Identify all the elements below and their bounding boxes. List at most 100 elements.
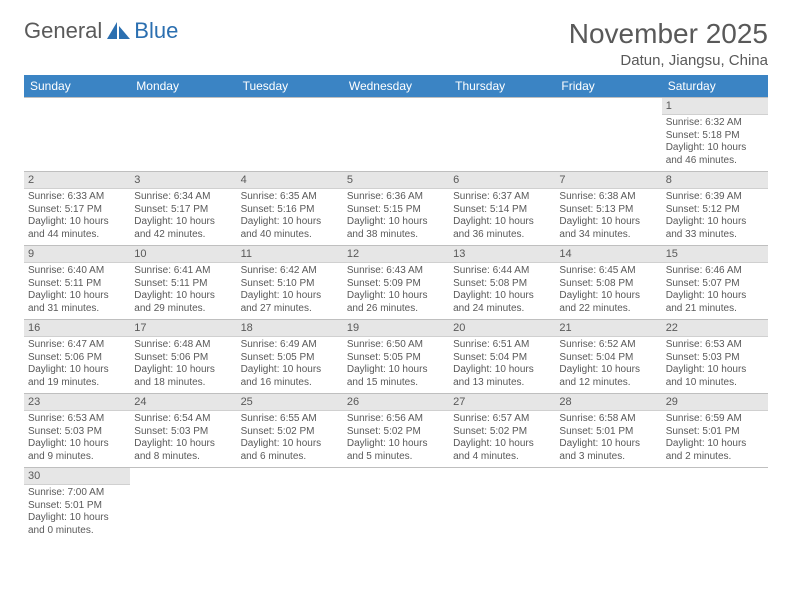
weekday-header: Sunday — [24, 75, 130, 98]
sunrise-text: Sunrise: 6:44 AM — [453, 265, 551, 278]
sunrise-text: Sunrise: 6:43 AM — [347, 265, 445, 278]
sunset-text: Sunset: 5:14 PM — [453, 204, 551, 217]
day-details: Sunrise: 6:51 AMSunset: 5:04 PMDaylight:… — [449, 337, 555, 393]
day-number: 30 — [24, 468, 130, 485]
calendar-empty-cell — [555, 98, 661, 172]
calendar-day-cell: 22Sunrise: 6:53 AMSunset: 5:03 PMDayligh… — [662, 320, 768, 394]
calendar-week-row: 9Sunrise: 6:40 AMSunset: 5:11 PMDaylight… — [24, 246, 768, 320]
day-details: Sunrise: 6:59 AMSunset: 5:01 PMDaylight:… — [662, 411, 768, 467]
day-number: 22 — [662, 320, 768, 337]
calendar-empty-cell — [662, 468, 768, 542]
sunset-text: Sunset: 5:17 PM — [28, 204, 126, 217]
sunrise-text: Sunrise: 6:35 AM — [241, 191, 339, 204]
daylight-text: Daylight: 10 hours and 46 minutes. — [666, 142, 764, 167]
day-details: Sunrise: 6:56 AMSunset: 5:02 PMDaylight:… — [343, 411, 449, 467]
day-details: Sunrise: 6:50 AMSunset: 5:05 PMDaylight:… — [343, 337, 449, 393]
sunset-text: Sunset: 5:02 PM — [241, 426, 339, 439]
daylight-text: Daylight: 10 hours and 18 minutes. — [134, 364, 232, 389]
sunrise-text: Sunrise: 6:42 AM — [241, 265, 339, 278]
sunset-text: Sunset: 5:08 PM — [559, 278, 657, 291]
day-number: 5 — [343, 172, 449, 189]
calendar-table: SundayMondayTuesdayWednesdayThursdayFrid… — [24, 75, 768, 541]
calendar-day-cell: 15Sunrise: 6:46 AMSunset: 5:07 PMDayligh… — [662, 246, 768, 320]
daylight-text: Daylight: 10 hours and 33 minutes. — [666, 216, 764, 241]
sunset-text: Sunset: 5:18 PM — [666, 130, 764, 143]
sunset-text: Sunset: 5:09 PM — [347, 278, 445, 291]
calendar-day-cell: 9Sunrise: 6:40 AMSunset: 5:11 PMDaylight… — [24, 246, 130, 320]
sunrise-text: Sunrise: 6:59 AM — [666, 413, 764, 426]
day-details: Sunrise: 6:45 AMSunset: 5:08 PMDaylight:… — [555, 263, 661, 319]
calendar-empty-cell — [24, 98, 130, 172]
daylight-text: Daylight: 10 hours and 24 minutes. — [453, 290, 551, 315]
sunset-text: Sunset: 5:03 PM — [28, 426, 126, 439]
sunset-text: Sunset: 5:04 PM — [453, 352, 551, 365]
calendar-day-cell: 10Sunrise: 6:41 AMSunset: 5:11 PMDayligh… — [130, 246, 236, 320]
sunset-text: Sunset: 5:03 PM — [666, 352, 764, 365]
day-number: 14 — [555, 246, 661, 263]
sunset-text: Sunset: 5:15 PM — [347, 204, 445, 217]
sunrise-text: Sunrise: 6:57 AM — [453, 413, 551, 426]
calendar-day-cell: 17Sunrise: 6:48 AMSunset: 5:06 PMDayligh… — [130, 320, 236, 394]
daylight-text: Daylight: 10 hours and 10 minutes. — [666, 364, 764, 389]
daylight-text: Daylight: 10 hours and 19 minutes. — [28, 364, 126, 389]
daylight-text: Daylight: 10 hours and 0 minutes. — [28, 512, 126, 537]
sunrise-text: Sunrise: 6:47 AM — [28, 339, 126, 352]
day-number: 13 — [449, 246, 555, 263]
title-block: November 2025 Datun, Jiangsu, China — [569, 18, 768, 69]
sunset-text: Sunset: 5:05 PM — [241, 352, 339, 365]
sunrise-text: Sunrise: 6:36 AM — [347, 191, 445, 204]
sunset-text: Sunset: 5:03 PM — [134, 426, 232, 439]
calendar-day-cell: 20Sunrise: 6:51 AMSunset: 5:04 PMDayligh… — [449, 320, 555, 394]
calendar-day-cell: 26Sunrise: 6:56 AMSunset: 5:02 PMDayligh… — [343, 394, 449, 468]
logo: General Blue — [24, 18, 178, 44]
day-details: Sunrise: 6:48 AMSunset: 5:06 PMDaylight:… — [130, 337, 236, 393]
day-number: 11 — [237, 246, 343, 263]
calendar-day-cell: 2Sunrise: 6:33 AMSunset: 5:17 PMDaylight… — [24, 172, 130, 246]
daylight-text: Daylight: 10 hours and 31 minutes. — [28, 290, 126, 315]
calendar-day-cell: 14Sunrise: 6:45 AMSunset: 5:08 PMDayligh… — [555, 246, 661, 320]
daylight-text: Daylight: 10 hours and 38 minutes. — [347, 216, 445, 241]
sunrise-text: Sunrise: 6:41 AM — [134, 265, 232, 278]
sunset-text: Sunset: 5:17 PM — [134, 204, 232, 217]
sunset-text: Sunset: 5:11 PM — [134, 278, 232, 291]
day-details: Sunrise: 6:41 AMSunset: 5:11 PMDaylight:… — [130, 263, 236, 319]
daylight-text: Daylight: 10 hours and 12 minutes. — [559, 364, 657, 389]
calendar-day-cell: 24Sunrise: 6:54 AMSunset: 5:03 PMDayligh… — [130, 394, 236, 468]
calendar-empty-cell — [237, 98, 343, 172]
day-number: 29 — [662, 394, 768, 411]
sunset-text: Sunset: 5:12 PM — [666, 204, 764, 217]
calendar-day-cell: 7Sunrise: 6:38 AMSunset: 5:13 PMDaylight… — [555, 172, 661, 246]
day-number: 10 — [130, 246, 236, 263]
calendar-day-cell: 27Sunrise: 6:57 AMSunset: 5:02 PMDayligh… — [449, 394, 555, 468]
sunset-text: Sunset: 5:07 PM — [666, 278, 764, 291]
sunrise-text: Sunrise: 6:34 AM — [134, 191, 232, 204]
calendar-empty-cell — [130, 468, 236, 542]
daylight-text: Daylight: 10 hours and 26 minutes. — [347, 290, 445, 315]
location: Datun, Jiangsu, China — [569, 52, 768, 69]
day-number: 6 — [449, 172, 555, 189]
topbar: General Blue November 2025 Datun, Jiangs… — [24, 18, 768, 69]
day-details: Sunrise: 6:36 AMSunset: 5:15 PMDaylight:… — [343, 189, 449, 245]
sunrise-text: Sunrise: 6:45 AM — [559, 265, 657, 278]
sunrise-text: Sunrise: 6:40 AM — [28, 265, 126, 278]
daylight-text: Daylight: 10 hours and 40 minutes. — [241, 216, 339, 241]
sunrise-text: Sunrise: 7:00 AM — [28, 487, 126, 500]
daylight-text: Daylight: 10 hours and 6 minutes. — [241, 438, 339, 463]
calendar-day-cell: 30Sunrise: 7:00 AMSunset: 5:01 PMDayligh… — [24, 468, 130, 542]
day-number: 3 — [130, 172, 236, 189]
weekday-header: Tuesday — [237, 75, 343, 98]
calendar-empty-cell — [555, 468, 661, 542]
daylight-text: Daylight: 10 hours and 34 minutes. — [559, 216, 657, 241]
calendar-empty-cell — [130, 98, 236, 172]
day-details: Sunrise: 6:40 AMSunset: 5:11 PMDaylight:… — [24, 263, 130, 319]
logo-sail-icon — [106, 21, 132, 41]
sunset-text: Sunset: 5:10 PM — [241, 278, 339, 291]
sunrise-text: Sunrise: 6:54 AM — [134, 413, 232, 426]
sunset-text: Sunset: 5:05 PM — [347, 352, 445, 365]
calendar-day-cell: 11Sunrise: 6:42 AMSunset: 5:10 PMDayligh… — [237, 246, 343, 320]
weekday-header: Wednesday — [343, 75, 449, 98]
day-details: Sunrise: 6:42 AMSunset: 5:10 PMDaylight:… — [237, 263, 343, 319]
day-details: Sunrise: 6:53 AMSunset: 5:03 PMDaylight:… — [662, 337, 768, 393]
calendar-day-cell: 21Sunrise: 6:52 AMSunset: 5:04 PMDayligh… — [555, 320, 661, 394]
calendar-day-cell: 1Sunrise: 6:32 AMSunset: 5:18 PMDaylight… — [662, 98, 768, 172]
